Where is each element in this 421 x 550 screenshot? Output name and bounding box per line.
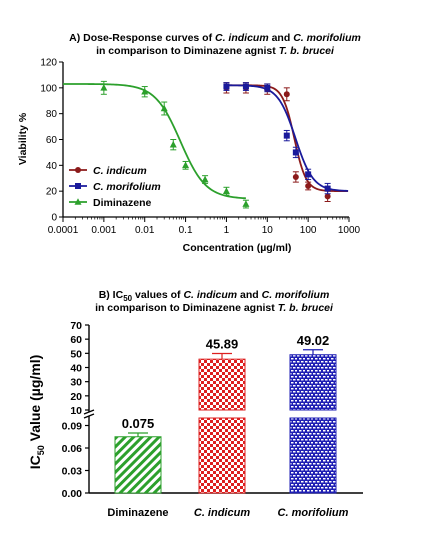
data-point <box>292 173 299 180</box>
y-tick-label: 40 <box>46 161 58 172</box>
data-point <box>201 175 209 183</box>
y-tick-label: 60 <box>70 334 82 346</box>
y-tick-label: 80 <box>46 109 58 120</box>
data-point <box>169 140 177 148</box>
x-axis-label: Concentration (µg/ml) <box>183 242 292 254</box>
y-tick-label: 20 <box>70 391 82 403</box>
data-point <box>264 84 271 91</box>
category-label: Diminazene <box>107 507 168 519</box>
bar-value-label: 0.075 <box>122 416 155 431</box>
y-tick-label: 100 <box>40 83 57 94</box>
x-tick-label: 10 <box>262 225 274 236</box>
data-point <box>283 132 290 139</box>
dose-response-panel: A) Dose-Response curves of C. indicum an… <box>17 32 361 254</box>
bar-value-label: 45.89 <box>206 336 239 351</box>
x-tick-label: 100 <box>300 225 317 236</box>
x-tick-label: 1000 <box>338 225 361 236</box>
y-tick-label: 0.06 <box>62 443 83 455</box>
y-tick-label: 0.03 <box>62 466 83 478</box>
bar-diminazene <box>114 436 162 494</box>
ic50-bar-chart: 10 20 30 40 50 60 70 0.00 0.03 0.06 0.09 0.075 Dimin… <box>62 320 363 519</box>
y-tick-label: 120 <box>40 58 57 69</box>
y-tick-label: 70 <box>70 320 82 332</box>
data-point <box>305 171 312 178</box>
data-point <box>141 87 149 95</box>
x-tick-label: 0.001 <box>91 225 116 236</box>
curve-diminazene <box>63 83 246 200</box>
bar-c-indicum <box>198 358 246 411</box>
data-point <box>182 161 190 169</box>
data-point <box>222 187 230 194</box>
bar-c-morifolium <box>289 354 337 411</box>
bar-value-label: 49.02 <box>297 333 330 348</box>
panel-b-title-line-2: in comparison to Diminazene agnist T. b.… <box>95 302 334 314</box>
x-tick-label: 0.1 <box>179 225 193 236</box>
x-tick-label: 0.0001 <box>48 225 79 236</box>
panel-b-title-line-1: B) IC50 values of C. indicum and C. mori… <box>99 289 330 303</box>
x-tick-label: 0.01 <box>135 225 155 236</box>
data-point <box>242 200 250 207</box>
y-axis-label-b: IC50 Value (µg/ml) <box>27 355 46 470</box>
x-tick-label: 1 <box>224 225 230 236</box>
legend-label: C. morifolium <box>93 181 161 193</box>
data-point <box>283 91 290 98</box>
legend: C. indicum C. morifolium Diminazene <box>69 165 161 209</box>
y-tick-label: 30 <box>70 377 82 389</box>
y-tick-label: 0.09 <box>62 421 83 433</box>
data-point <box>292 149 299 156</box>
y-tick-label: 20 <box>46 187 58 198</box>
dose-response-plot: 0 20 40 60 80 100 120 0.0001 0.001 0.01 0.1 1 10 100 1… <box>40 58 360 237</box>
legend-marker <box>75 167 81 173</box>
data-point <box>324 193 331 200</box>
data-point <box>160 104 168 112</box>
panel-a-title-line-1: A) Dose-Response curves of C. indicum an… <box>69 32 361 44</box>
legend-label: C. indicum <box>93 165 147 177</box>
y-tick-label: 0.00 <box>62 488 83 500</box>
y-tick-label: 60 <box>46 135 58 146</box>
bar-lower-part <box>289 417 337 494</box>
y-tick-label: 0 <box>51 213 57 224</box>
legend-marker <box>75 183 81 189</box>
legend-marker <box>74 198 82 205</box>
axis-break-mark <box>83 409 95 415</box>
data-point <box>100 84 108 91</box>
y-tick-label: 40 <box>70 363 82 375</box>
data-point <box>305 183 312 189</box>
axis-break-mark <box>83 413 95 419</box>
data-point <box>324 185 331 192</box>
y-tick-label: 10 <box>70 405 82 417</box>
data-point <box>242 83 249 90</box>
y-tick-label: 50 <box>70 348 82 360</box>
bar-lower-part <box>198 417 246 494</box>
ic50-panel: B) IC50 values of C. indicum and C. mori… <box>27 289 363 519</box>
category-label: C. indicum <box>194 507 250 519</box>
panel-a-title-line-2: in comparison to Diminazene agnist T. b.… <box>96 45 335 57</box>
data-point <box>223 83 230 90</box>
category-label: C. morifolium <box>278 507 349 519</box>
y-axis-label: Viability % <box>17 112 29 165</box>
legend-label: Diminazene <box>93 197 152 209</box>
